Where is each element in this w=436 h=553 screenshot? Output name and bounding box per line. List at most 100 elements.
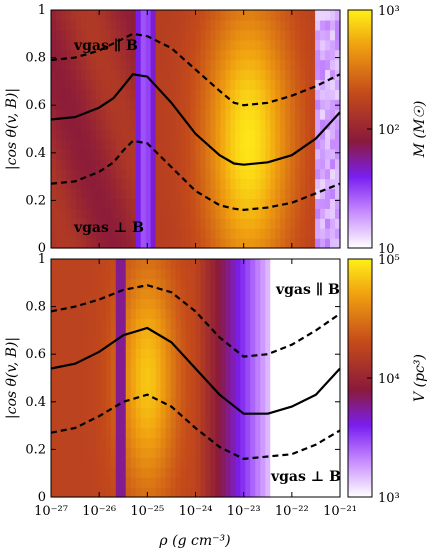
- heatmap-cell: [255, 487, 261, 498]
- heatmap-cell: [215, 60, 221, 71]
- heatmap-cell: [215, 477, 221, 488]
- heatmap-cell: [250, 79, 256, 90]
- heatmap-cell: [61, 99, 67, 110]
- heatmap-cell: [255, 89, 261, 100]
- heatmap-cell: [51, 299, 57, 310]
- heatmap-cell: [101, 139, 107, 150]
- heatmap-cell: [61, 487, 67, 498]
- heatmap-cell: [315, 299, 321, 310]
- heatmap-cell: [220, 368, 226, 379]
- heatmap-cell: [181, 279, 187, 290]
- heatmap-cell: [210, 218, 216, 229]
- heatmap-cell: [196, 328, 202, 339]
- heatmap-cell: [270, 457, 276, 468]
- heatmap-cell: [81, 428, 87, 439]
- heatmap-cell: [290, 228, 296, 239]
- heatmap-cell: [285, 60, 291, 71]
- heatmap-cell: [305, 60, 311, 71]
- heatmap-cell: [255, 139, 261, 150]
- heatmap-cell: [76, 198, 82, 209]
- heatmap-cell: [121, 10, 127, 21]
- heatmap-cell: [295, 487, 301, 498]
- heatmap-cell: [111, 129, 117, 140]
- heatmap-cell: [225, 487, 231, 498]
- heatmap-cell: [310, 30, 316, 41]
- heatmap-cell: [106, 259, 112, 270]
- heatmap-cell: [200, 20, 206, 31]
- heatmap-cell: [210, 70, 216, 81]
- heatmap-cell: [106, 20, 112, 31]
- heatmap-cell: [200, 269, 206, 280]
- heatmap-cell: [146, 378, 152, 389]
- heatmap-cell: [295, 408, 301, 419]
- heatmap-cell: [181, 218, 187, 229]
- heatmap-cell: [86, 179, 92, 190]
- heatmap-cell: [191, 338, 197, 349]
- heatmap-cell: [210, 259, 216, 270]
- heatmap-cell: [205, 179, 211, 190]
- heatmap-cell: [176, 328, 182, 339]
- heatmap-cell: [81, 99, 87, 110]
- heatmap-cell: [176, 467, 182, 478]
- heatmap-cell: [225, 60, 231, 71]
- heatmap-cell: [171, 79, 177, 90]
- heatmap-cell: [215, 487, 221, 498]
- heatmap-cell: [260, 467, 266, 478]
- heatmap-cell: [86, 79, 92, 90]
- heatmap-cell: [181, 60, 187, 71]
- heatmap-cell: [310, 159, 316, 170]
- heatmap-cell: [66, 159, 72, 170]
- heatmap-cell: [235, 477, 241, 488]
- heatmap-cell: [196, 139, 202, 150]
- heatmap-cell: [270, 129, 276, 140]
- y-tick-label: 0: [38, 490, 46, 505]
- heatmap-cell: [270, 169, 276, 180]
- heatmap-cell: [76, 179, 82, 190]
- heatmap-cell: [146, 388, 152, 399]
- heatmap-cell: [240, 50, 246, 61]
- heatmap-cell: [330, 60, 336, 71]
- heatmap-cell: [66, 189, 72, 200]
- heatmap-cell: [230, 149, 236, 160]
- heatmap-cell: [81, 398, 87, 409]
- heatmap-cell: [71, 378, 77, 389]
- heatmap-cell: [220, 467, 226, 478]
- heatmap-cell: [126, 129, 132, 140]
- heatmap-cell: [240, 338, 246, 349]
- heatmap-cell: [260, 309, 266, 320]
- heatmap-cell: [240, 129, 246, 140]
- heatmap-cell: [181, 129, 187, 140]
- top-annotation-perpendicular: vgas ⊥ B: [73, 220, 144, 236]
- heatmap-cell: [215, 269, 221, 280]
- heatmap-cell: [141, 50, 147, 61]
- heatmap-cell: [91, 70, 97, 81]
- heatmap-cell: [61, 208, 67, 219]
- heatmap-cell: [260, 218, 266, 229]
- heatmap-cell: [290, 169, 296, 180]
- heatmap-cell: [156, 159, 162, 170]
- heatmap-cell: [66, 218, 72, 229]
- heatmap-cell: [260, 228, 266, 239]
- heatmap-cell: [96, 159, 102, 170]
- heatmap-cell: [300, 238, 306, 249]
- heatmap-cell: [290, 378, 296, 389]
- heatmap-cell: [330, 388, 336, 399]
- heatmap-cell: [111, 378, 117, 389]
- heatmap-cell: [240, 228, 246, 239]
- heatmap-cell: [255, 348, 261, 359]
- heatmap-cell: [66, 169, 72, 180]
- heatmap-cell: [295, 179, 301, 190]
- heatmap-cell: [171, 447, 177, 458]
- heatmap-cell: [131, 159, 137, 170]
- heatmap-cell: [106, 60, 112, 71]
- heatmap-cell: [186, 30, 192, 41]
- heatmap-cell: [285, 159, 291, 170]
- heatmap-cell: [265, 289, 271, 300]
- heatmap-cell: [310, 99, 316, 110]
- heatmap-cell: [186, 198, 192, 209]
- heatmap-cell: [61, 259, 67, 270]
- heatmap-cell: [225, 179, 231, 190]
- heatmap-cell: [86, 238, 92, 249]
- heatmap-cell: [220, 418, 226, 429]
- heatmap-cell: [51, 70, 57, 81]
